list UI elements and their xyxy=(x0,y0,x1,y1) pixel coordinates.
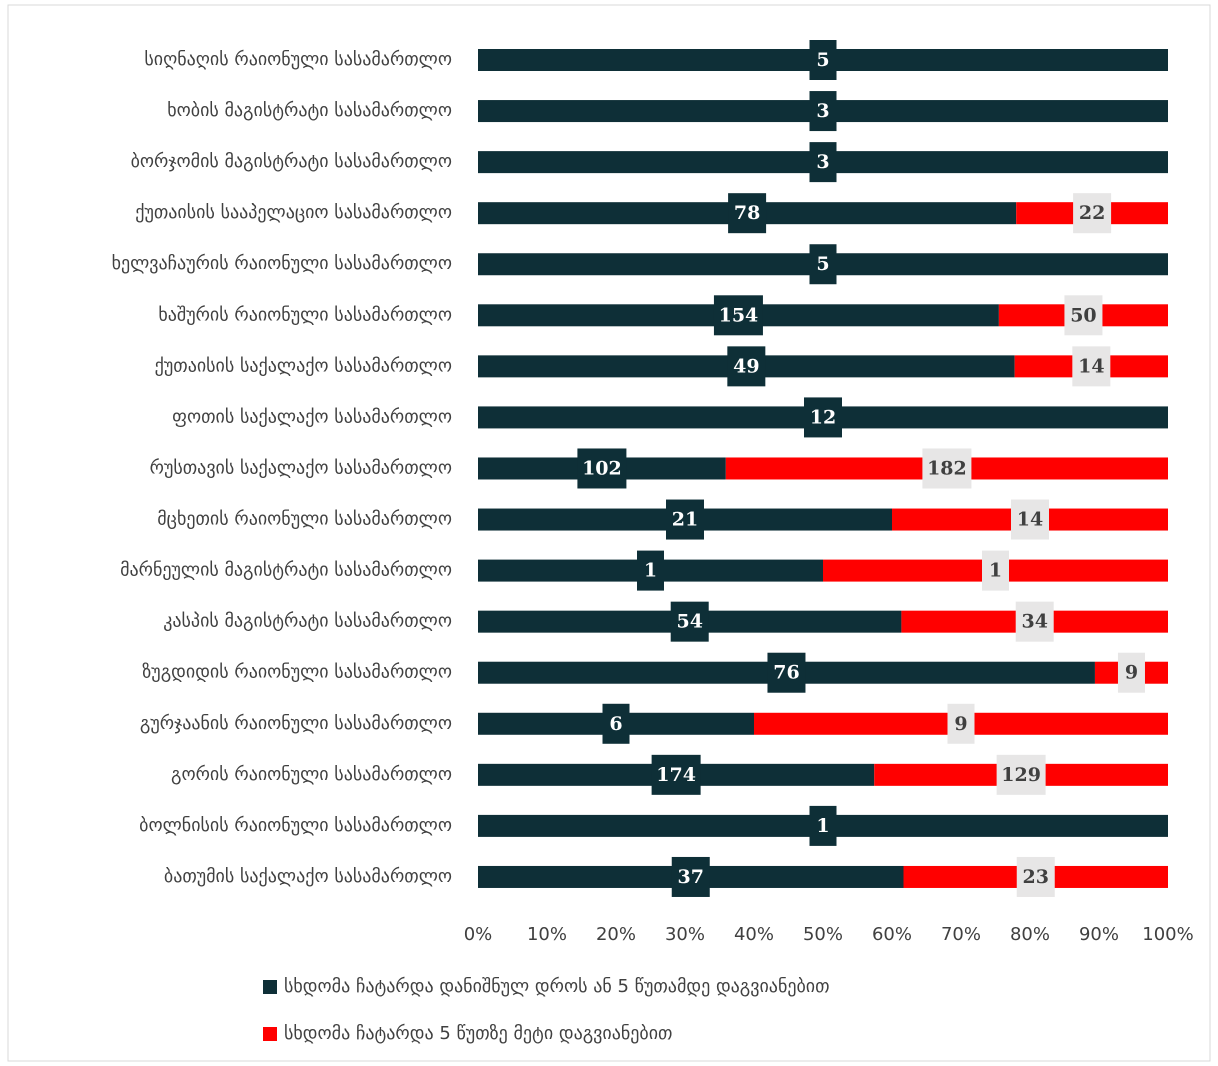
data-label-box xyxy=(577,448,627,489)
data-label-box xyxy=(809,142,837,183)
data-label: 5 xyxy=(816,49,829,71)
y-tick-label: კასპის მაგისტრატი სასამართლო xyxy=(163,611,452,632)
data-label: 129 xyxy=(1001,764,1041,786)
data-label: 23 xyxy=(1023,866,1049,888)
x-tick-label: 70% xyxy=(941,924,981,945)
y-tick-label: ხაშურის რაიონული სასამართლო xyxy=(158,304,452,325)
data-label-box xyxy=(809,91,837,132)
legend-label: სხდომა ჩატარდა 5 წუთზე მეტი დაგვიანებით xyxy=(284,1023,672,1044)
data-label: 12 xyxy=(810,406,836,428)
y-tick-label: რუსთავის საქალაქო სასამართლო xyxy=(150,457,452,478)
data-label-box xyxy=(602,703,630,744)
data-label: 78 xyxy=(734,202,760,224)
y-tick-label: ზუგდიდის რაიონული სასამართლო xyxy=(142,662,452,683)
x-tick-label: 90% xyxy=(1079,924,1119,945)
data-label-box xyxy=(809,805,837,846)
data-label-box xyxy=(982,550,1009,591)
data-label-box xyxy=(947,703,975,744)
data-label-box xyxy=(1016,856,1055,897)
x-tick-label: 40% xyxy=(734,924,774,945)
data-label-box xyxy=(1015,601,1054,642)
data-label-box xyxy=(670,601,709,642)
data-label: 54 xyxy=(676,611,702,633)
x-tick-label: 10% xyxy=(527,924,567,945)
data-label-box xyxy=(804,397,842,438)
data-label: 1 xyxy=(816,815,829,837)
data-label: 154 xyxy=(719,304,759,326)
data-label-box xyxy=(728,193,767,234)
y-tick-label: ბოლნისის რაიონული სასამართლო xyxy=(139,815,452,836)
data-label: 37 xyxy=(678,866,704,888)
y-tick-label: გორის რაიონული სასამართლო xyxy=(171,764,452,785)
data-label-box xyxy=(996,754,1046,795)
data-label: 14 xyxy=(1017,509,1043,531)
x-tick-label: 60% xyxy=(872,924,912,945)
data-label-box xyxy=(671,856,710,897)
data-label: 49 xyxy=(733,355,759,377)
data-label-box xyxy=(767,652,806,693)
data-label: 3 xyxy=(816,100,829,122)
data-label: 76 xyxy=(773,662,799,684)
x-tick-label: 80% xyxy=(1010,924,1050,945)
data-label-box xyxy=(809,40,837,80)
data-label-box xyxy=(727,346,766,387)
y-tick-label: სიღნაღის რაიონული სასამართლო xyxy=(144,49,452,70)
data-label: 174 xyxy=(656,764,696,786)
data-label-box xyxy=(809,244,837,285)
y-tick-label: ბათუმის საქალაქო სასამართლო xyxy=(164,866,452,887)
data-label: 21 xyxy=(672,509,698,531)
data-label: 3 xyxy=(816,151,829,173)
y-tick-label: ხობის მაგისტრატი სასამართლო xyxy=(167,100,452,121)
legend-swatch xyxy=(263,980,277,994)
data-label-box xyxy=(1072,346,1111,387)
data-label: 6 xyxy=(609,713,622,735)
data-label-box xyxy=(922,448,972,489)
data-label-box xyxy=(1117,652,1145,693)
y-tick-label: ფოთის საქალაქო სასამართლო xyxy=(172,406,452,427)
data-label: 1 xyxy=(989,560,1002,582)
data-label-box xyxy=(713,295,763,336)
data-label-box xyxy=(666,499,704,540)
data-label: 50 xyxy=(1070,304,1096,326)
data-label: 5 xyxy=(816,253,829,275)
data-label: 22 xyxy=(1079,202,1105,224)
x-tick-label: 20% xyxy=(596,924,636,945)
data-label-box xyxy=(1073,193,1112,234)
data-label-box xyxy=(1064,295,1103,336)
y-tick-label: გურჯაანის რაიონული სასამართლო xyxy=(140,713,452,734)
y-tick-label: ქუთაისის საქალაქო სასამართლო xyxy=(155,355,452,376)
legend-swatch xyxy=(263,1027,277,1041)
data-label-box xyxy=(651,754,701,795)
x-tick-label: 50% xyxy=(803,924,843,945)
data-label: 14 xyxy=(1078,355,1104,377)
data-label: 1 xyxy=(644,560,657,582)
y-tick-label: ბორჯომის მაგისტრატი სასამართლო xyxy=(131,151,452,172)
x-tick-label: 0% xyxy=(464,924,493,945)
data-label-box xyxy=(1011,499,1049,540)
data-label: 102 xyxy=(582,457,622,479)
data-label: 9 xyxy=(954,713,967,735)
x-tick-label: 30% xyxy=(665,924,705,945)
legend-label: სხდომა ჩატარდა დანიშნულ დროს ან 5 წუთამდ… xyxy=(284,976,830,997)
y-tick-label: მარნეულის მაგისტრატი სასამართლო xyxy=(120,560,452,581)
y-tick-label: ქუთაისის სააპელაციო სასამართლო xyxy=(135,202,452,223)
y-tick-label: ხელვაჩაურის რაიონული სასამართლო xyxy=(112,253,452,274)
data-label-box xyxy=(637,550,664,591)
x-tick-label: 100% xyxy=(1142,924,1193,945)
data-label: 9 xyxy=(1125,662,1138,684)
y-tick-label: მცხეთის რაიონული სასამართლო xyxy=(157,509,452,530)
data-label: 182 xyxy=(927,457,967,479)
data-label: 34 xyxy=(1021,611,1047,633)
